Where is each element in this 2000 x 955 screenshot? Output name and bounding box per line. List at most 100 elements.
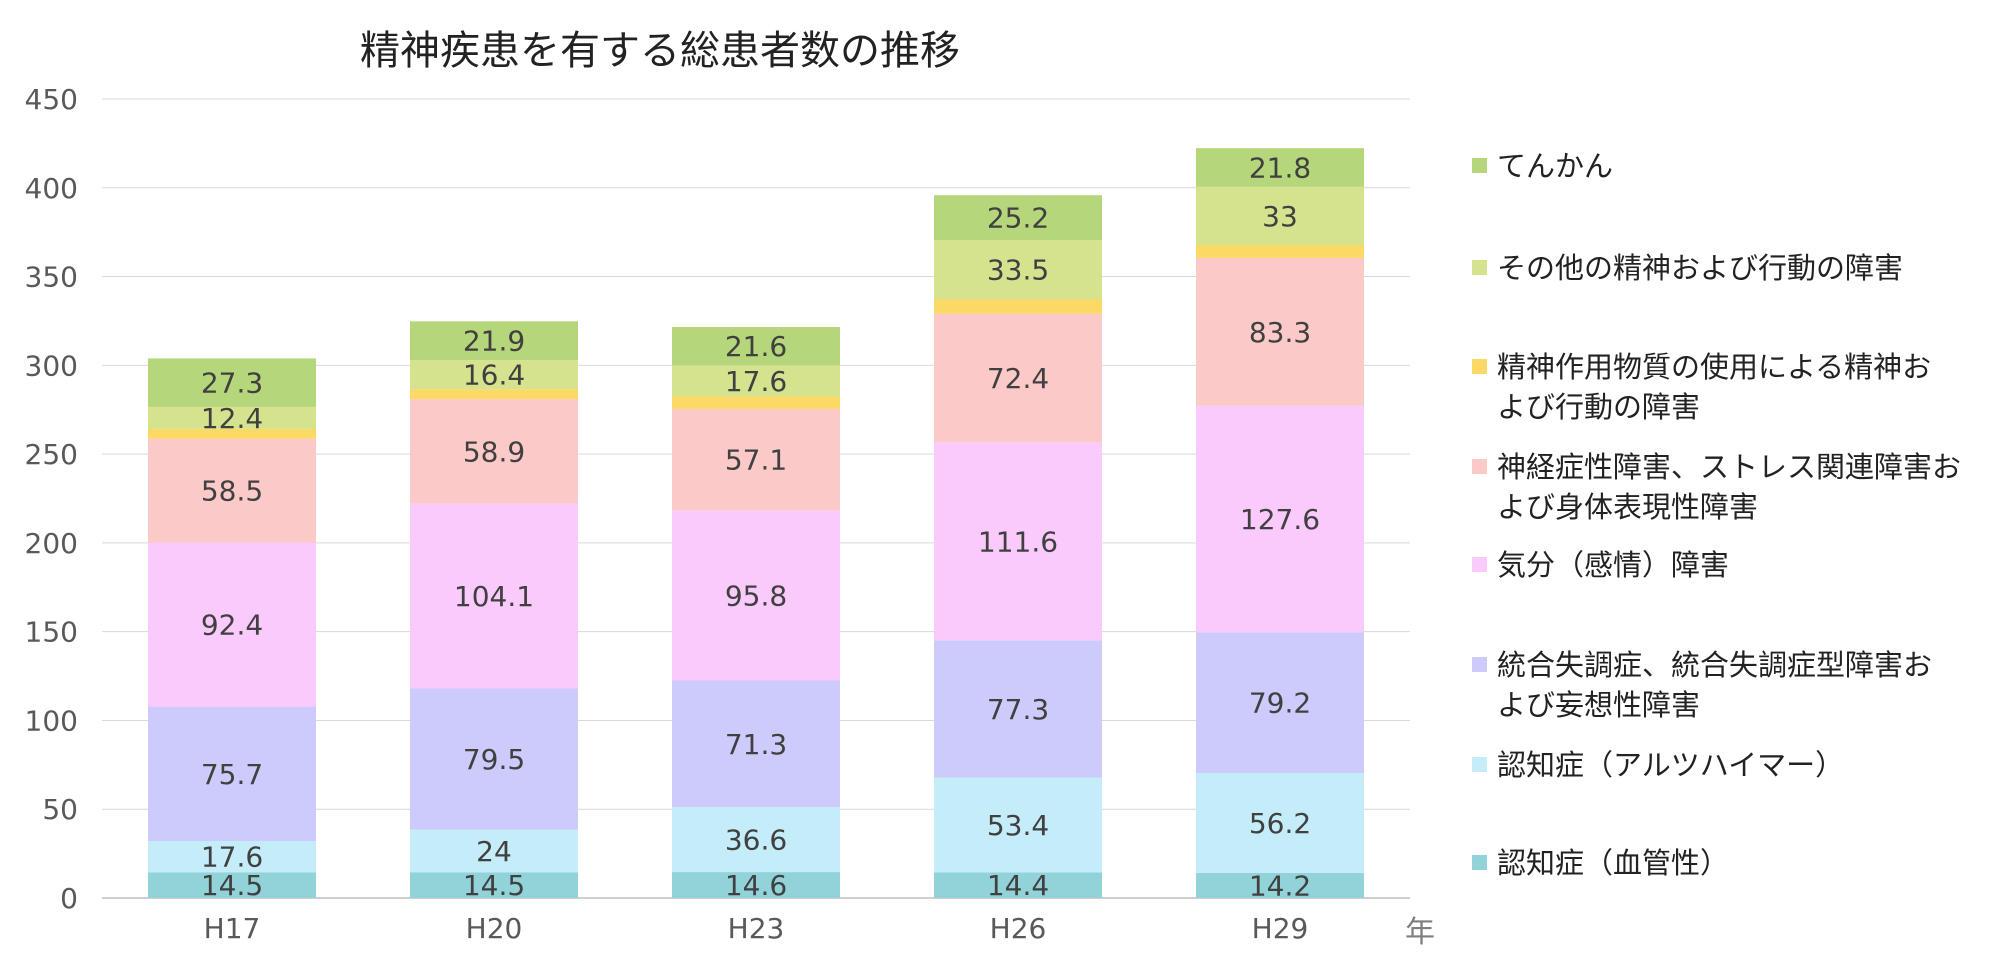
data-label: 14.4 <box>987 869 1049 902</box>
data-label: 21.6 <box>725 330 787 363</box>
y-tick-label: 0 <box>60 882 78 915</box>
stacked-bar-chart: 05010015020025030035040045014.517.675.79… <box>25 83 1435 950</box>
bar-segment <box>672 396 840 410</box>
legend-swatch <box>1472 557 1487 572</box>
chart-title: 精神疾患を有する総患者数の推移 <box>360 28 960 74</box>
data-label: 58.5 <box>201 475 263 508</box>
data-label: 79.5 <box>463 743 525 776</box>
data-label: 17.6 <box>725 365 787 398</box>
legend-swatch <box>1472 158 1487 173</box>
data-label: 24 <box>476 835 512 868</box>
data-label: 104.1 <box>454 580 534 613</box>
y-tick-label: 150 <box>25 616 78 649</box>
data-label: 33.5 <box>987 254 1049 287</box>
bar-segment <box>934 442 1102 641</box>
data-label: 58.9 <box>463 435 525 468</box>
data-label: 27.3 <box>201 367 263 400</box>
data-label: 83.3 <box>1249 316 1311 349</box>
bar-segment <box>410 829 578 873</box>
bar-segment <box>934 640 1102 778</box>
legend-swatch <box>1472 359 1487 374</box>
bar-segment <box>672 409 840 511</box>
x-tick-label: H29 <box>1252 912 1309 945</box>
bar-segment <box>672 872 840 898</box>
bar-segment <box>148 841 316 873</box>
y-tick-label: 50 <box>42 793 78 826</box>
bar-segment <box>934 299 1102 314</box>
data-label: 57.1 <box>725 444 787 477</box>
legend: てんかんその他の精神および行動の障害精神作用物質の使用による精神お よび行動の障… <box>1472 0 1992 955</box>
bar-segment <box>410 321 578 361</box>
bar-segment <box>148 358 316 407</box>
bar-segment <box>672 365 840 397</box>
bar-segment <box>1196 632 1364 774</box>
data-label: 14.2 <box>1249 869 1311 902</box>
bar-segment <box>672 326 840 366</box>
legend-swatch <box>1472 657 1487 672</box>
legend-item: 統合失調症、統合失調症型障害お よび妄想性障害 <box>1472 645 1932 725</box>
bar-segment <box>410 389 578 400</box>
bar-segment <box>148 542 316 707</box>
legend-swatch <box>1472 855 1487 870</box>
legend-item: その他の精神および行動の障害 <box>1472 248 1903 288</box>
data-label: 53.4 <box>987 809 1049 842</box>
data-label: 75.7 <box>201 758 263 791</box>
y-tick-label: 400 <box>25 172 78 205</box>
legend-item: てんかん <box>1472 146 1613 186</box>
legend-label: 気分（感情）障害 <box>1497 548 1730 582</box>
legend-label: てんかん <box>1497 149 1614 183</box>
data-label: 14.5 <box>201 869 263 902</box>
bar-segment <box>1196 257 1364 406</box>
bar-segment <box>148 406 316 429</box>
bar-segment <box>1196 405 1364 633</box>
data-label: 111.6 <box>978 525 1058 558</box>
data-label: 127.6 <box>1240 503 1320 536</box>
legend-item: 気分（感情）障害 <box>1472 545 1729 585</box>
bar-segment <box>1196 148 1364 187</box>
y-tick-label: 350 <box>25 261 78 294</box>
data-label: 72.4 <box>987 362 1049 395</box>
bar-segment <box>1196 245 1364 258</box>
bar-segment <box>410 360 578 390</box>
bar-segment <box>934 239 1102 300</box>
data-label: 12.4 <box>201 402 263 435</box>
legend-label: 認知症（アルツハイマー） <box>1497 748 1845 782</box>
y-tick-label: 200 <box>25 527 78 560</box>
bar-segment <box>672 680 840 808</box>
data-label: 77.3 <box>987 693 1049 726</box>
y-tick-label: 300 <box>25 349 78 382</box>
bar-segment <box>934 313 1102 443</box>
bar-segment <box>410 872 578 898</box>
bar-segment <box>148 438 316 543</box>
x-tick-label: H17 <box>204 912 261 945</box>
bar-segment <box>410 399 578 504</box>
legend-swatch <box>1472 459 1487 474</box>
legend-swatch <box>1472 260 1487 275</box>
data-label: 25.2 <box>987 202 1049 235</box>
bar-segment <box>934 777 1102 873</box>
bar-segment <box>1196 773 1364 873</box>
data-label: 17.6 <box>201 841 263 874</box>
bar-segment <box>410 503 578 689</box>
data-label: 33 <box>1262 200 1298 233</box>
legend-label: 神経症性障害、ストレス関連障害お よび身体表現性障害 <box>1497 450 1962 524</box>
legend-item: 認知症（アルツハイマー） <box>1472 745 1844 785</box>
x-tick-label: H23 <box>728 912 785 945</box>
legend-item: 認知症（血管性） <box>1472 843 1729 883</box>
bar-segment <box>148 872 316 898</box>
legend-label: その他の精神および行動の障害 <box>1497 251 1904 285</box>
bar-segment <box>672 807 840 873</box>
legend-item: 精神作用物質の使用による精神お よび行動の障害 <box>1472 347 1931 427</box>
legend-label: 統合失調症、統合失調症型障害お よび妄想性障害 <box>1497 648 1933 722</box>
data-label: 71.3 <box>725 728 787 761</box>
data-label: 16.4 <box>463 359 525 392</box>
x-tick-label: H20 <box>466 912 523 945</box>
bar-segment <box>148 428 316 439</box>
bar-segment <box>672 510 840 681</box>
data-label: 92.4 <box>201 609 263 642</box>
bar-segment <box>934 872 1102 898</box>
y-tick-label: 250 <box>25 438 78 471</box>
data-label: 56.2 <box>1249 807 1311 840</box>
data-label: 95.8 <box>725 579 787 612</box>
y-tick-label: 100 <box>25 704 78 737</box>
